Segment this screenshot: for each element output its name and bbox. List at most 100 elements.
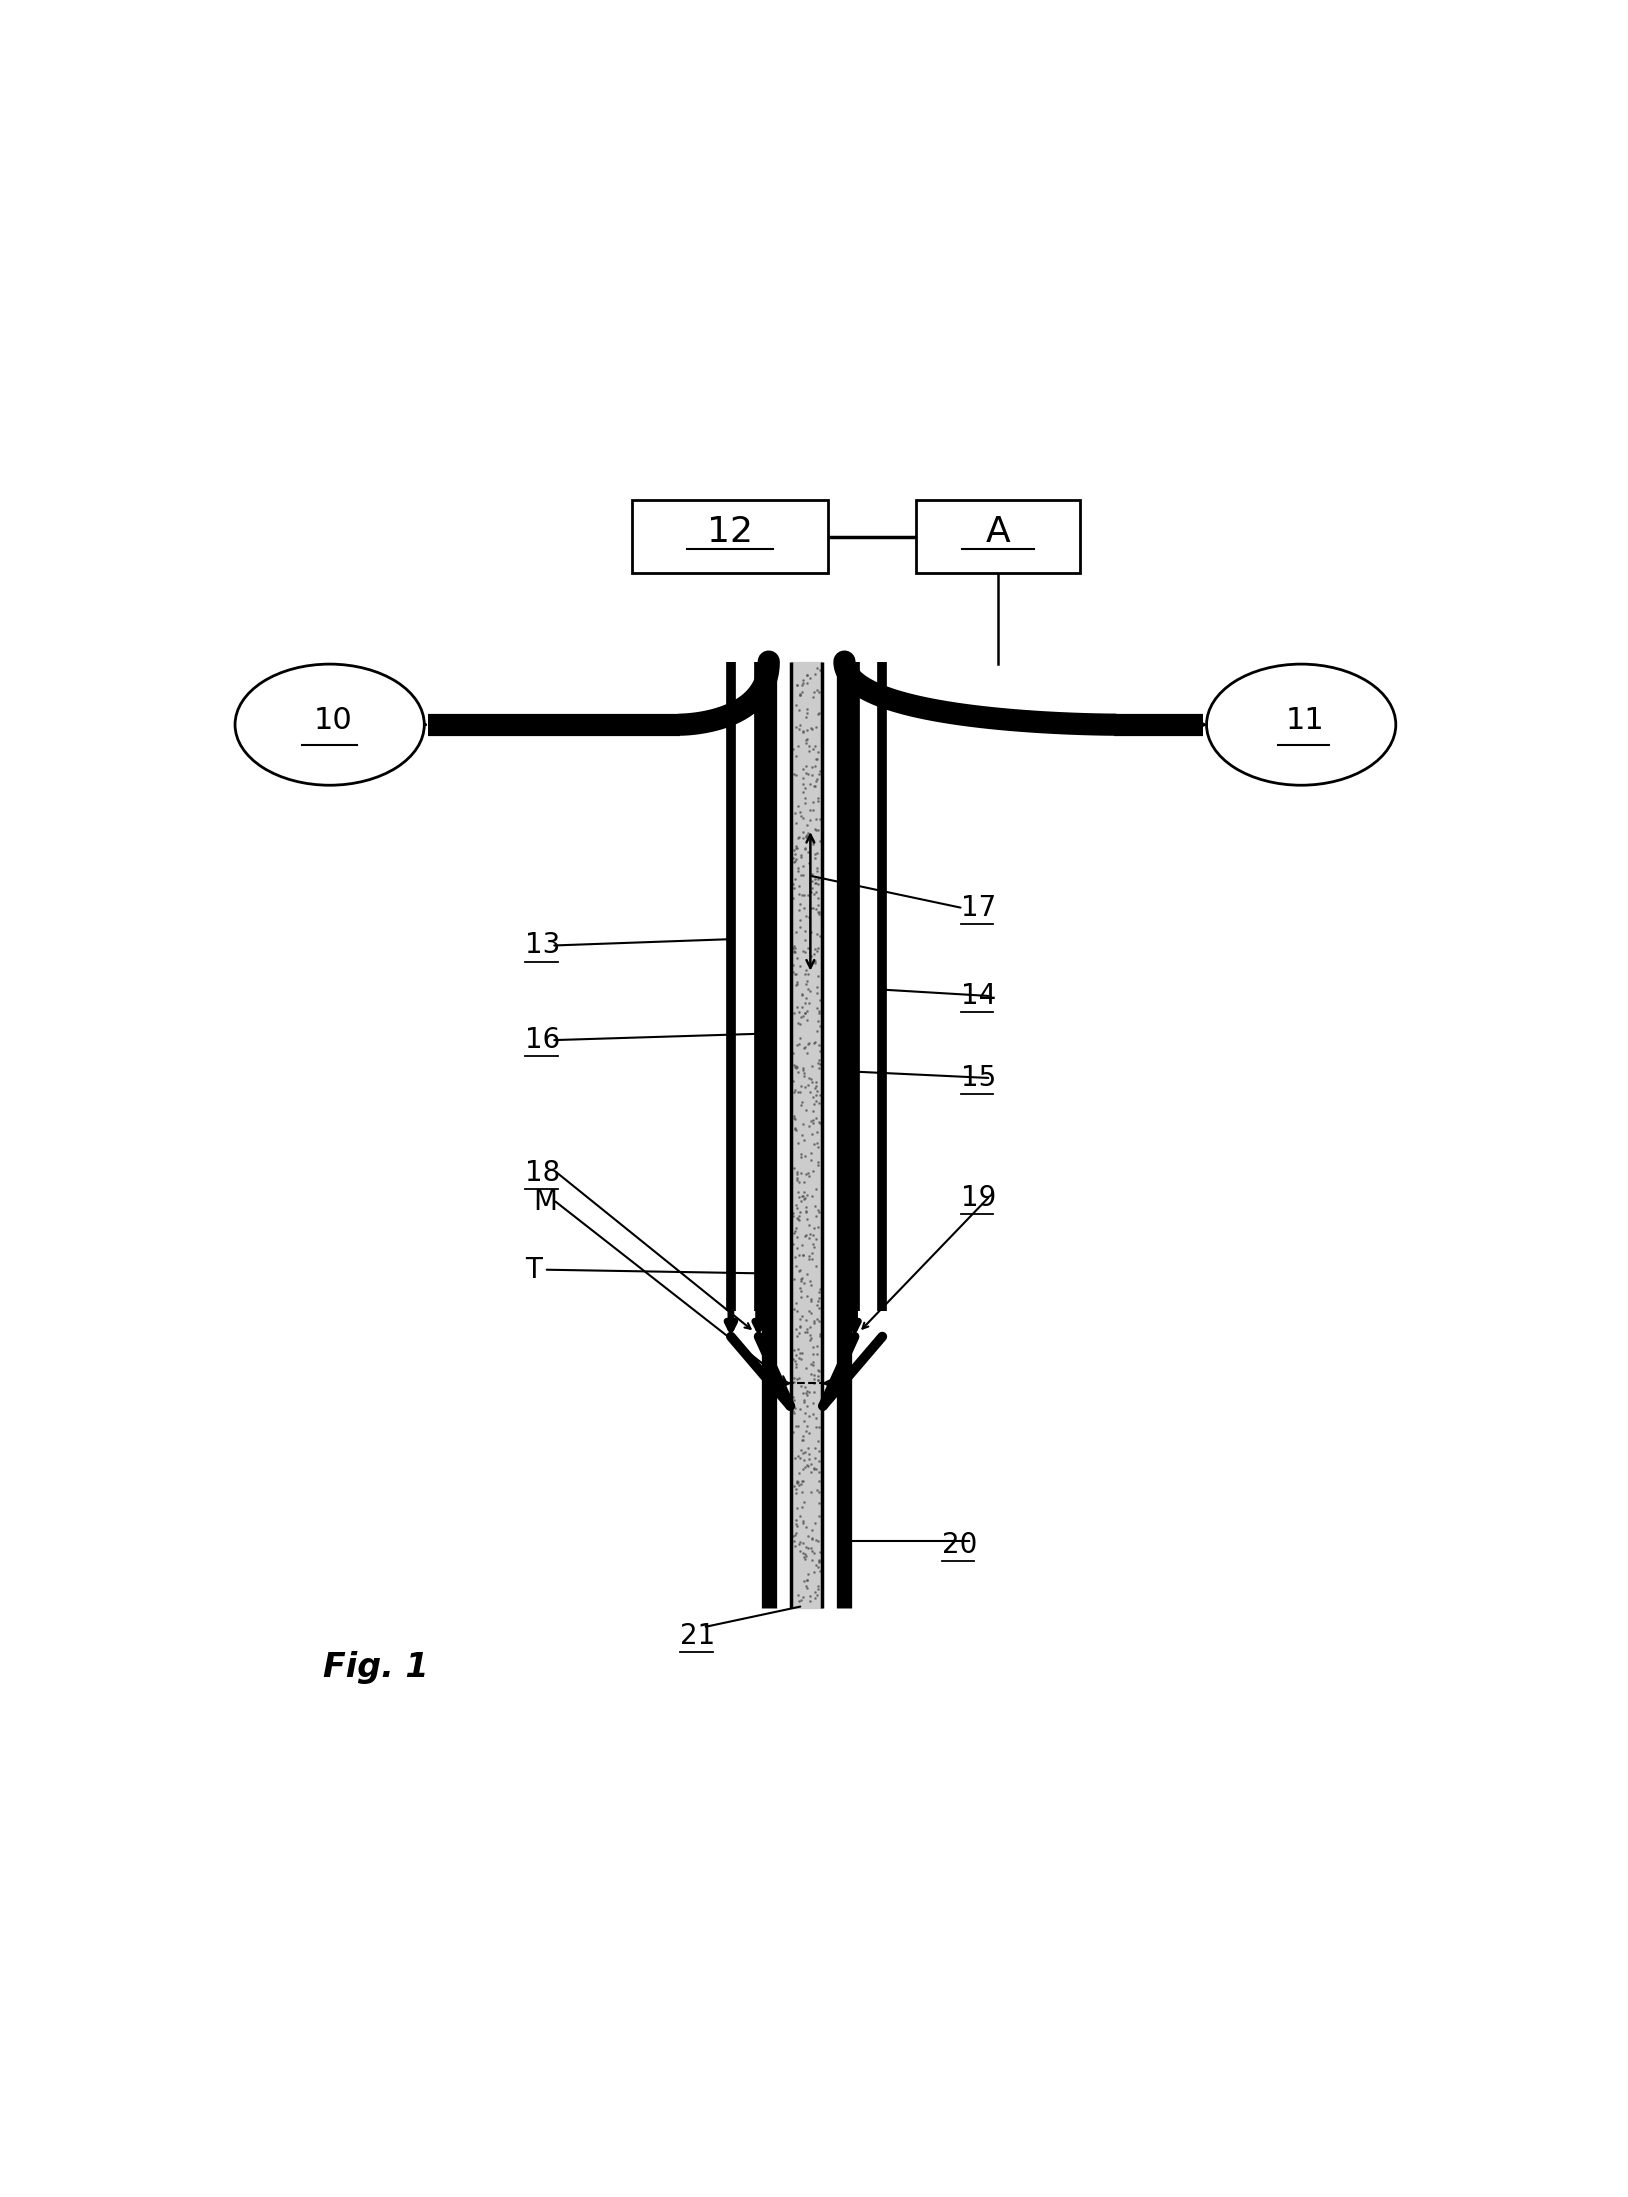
Point [786,677,812,712]
Point [793,1312,819,1347]
Point [786,1164,812,1200]
Point [794,1002,821,1037]
Point [788,991,814,1026]
Point [794,696,821,732]
Point [783,1213,809,1248]
Point [793,1509,819,1544]
Point [794,1562,821,1597]
Point [806,929,832,964]
Point [791,1164,817,1200]
Point [785,1509,811,1544]
Point [780,934,806,969]
Point [788,1068,814,1103]
Point [793,819,819,855]
Point [794,1279,821,1314]
Point [801,1189,827,1224]
Point [798,1356,824,1391]
Point [786,692,812,727]
Point [785,830,811,866]
Point [793,1030,819,1066]
Point [804,1129,830,1164]
Point [783,1112,809,1147]
Point [803,874,829,910]
Point [790,714,816,749]
Point [790,1490,816,1525]
Point [806,674,832,710]
Point [796,734,822,769]
Point [785,1463,811,1498]
Point [806,1281,832,1316]
Point [791,1384,817,1419]
Point [806,1041,832,1077]
Point [788,888,814,923]
Point [796,1241,822,1276]
Point [806,1485,832,1520]
Point [790,1083,816,1118]
Point [806,861,832,896]
Point [804,975,830,1011]
Point [794,835,821,870]
Point [806,1454,832,1490]
Point [793,1571,819,1606]
Point [786,795,812,830]
Point [783,1285,809,1320]
Point [798,712,824,747]
Point [806,1353,832,1389]
Point [793,1314,819,1349]
Point [785,1577,811,1613]
Point [786,1584,812,1619]
Point [793,830,819,866]
Point [793,1538,819,1573]
Text: 10: 10 [314,707,353,736]
Point [794,817,821,852]
Point [790,760,816,795]
Point [793,1569,819,1604]
Point [785,1074,811,1109]
Point [790,877,816,912]
Text: M: M [532,1189,557,1215]
Point [804,850,830,885]
Point [785,1230,811,1265]
Ellipse shape [1206,663,1395,784]
Point [781,756,807,791]
Point [798,1217,824,1252]
Point [783,738,809,773]
Point [793,771,819,806]
Point [781,1109,807,1145]
Point [788,1468,814,1503]
Point [785,789,811,824]
Point [798,1323,824,1358]
Point [790,857,816,892]
Point [781,1523,807,1558]
Point [783,967,809,1002]
Point [804,1013,830,1048]
Point [793,830,819,866]
Point [806,1105,832,1140]
Point [799,1094,825,1129]
Point [804,740,830,776]
Point [807,754,834,789]
Point [793,1413,819,1448]
Point [788,677,814,712]
Point [793,1257,819,1292]
Point [785,1362,811,1397]
Point [794,1026,821,1061]
Point [781,1529,807,1564]
Point [790,1463,816,1498]
Point [781,1441,807,1476]
Point [804,1114,830,1149]
Point [790,674,816,710]
Point [788,1261,814,1296]
Point [801,1373,827,1408]
Point [796,1415,822,1450]
Point [791,1219,817,1254]
Point [781,861,807,896]
Point [798,874,824,910]
Point [785,1331,811,1367]
Point [781,870,807,905]
Point [798,1296,824,1331]
Point [786,677,812,712]
Point [788,1463,814,1498]
Point [798,822,824,857]
Point [806,1549,832,1584]
